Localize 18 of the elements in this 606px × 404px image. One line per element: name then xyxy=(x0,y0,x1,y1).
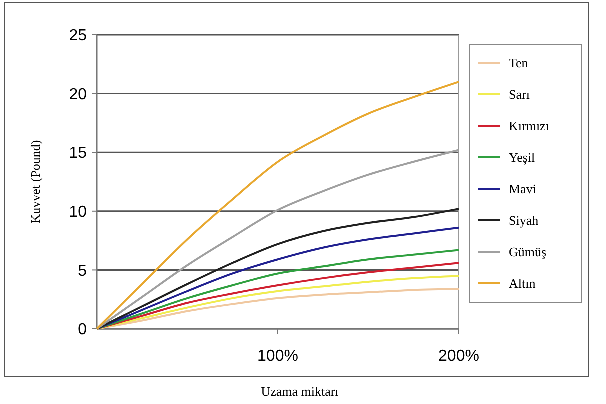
legend-label: Altın xyxy=(509,276,536,292)
legend-label: Siyah xyxy=(509,213,540,228)
legend-label: Mavi xyxy=(509,182,537,197)
y-tick-label: 15 xyxy=(69,145,88,162)
legend-label: Gümüş xyxy=(509,244,547,260)
y-axis-title: Kuvvet (Pound) xyxy=(28,140,43,224)
y-tick-label: 20 xyxy=(69,86,88,104)
y-tick-label: 0 xyxy=(78,322,88,339)
legend-label: Sarı xyxy=(509,87,530,102)
x-axis-title: Uzama miktarı xyxy=(261,384,340,399)
y-tick-label: 5 xyxy=(78,262,88,280)
legend-label: Ten xyxy=(509,56,529,71)
y-tick-label: 25 xyxy=(69,28,88,45)
legend-label: Yeşil xyxy=(509,150,536,166)
x-tick-label: 100% xyxy=(258,348,298,365)
y-tick-label: 10 xyxy=(69,204,88,221)
legend-label: Kırmızı xyxy=(509,118,550,134)
x-tick-label: 200% xyxy=(438,348,480,365)
